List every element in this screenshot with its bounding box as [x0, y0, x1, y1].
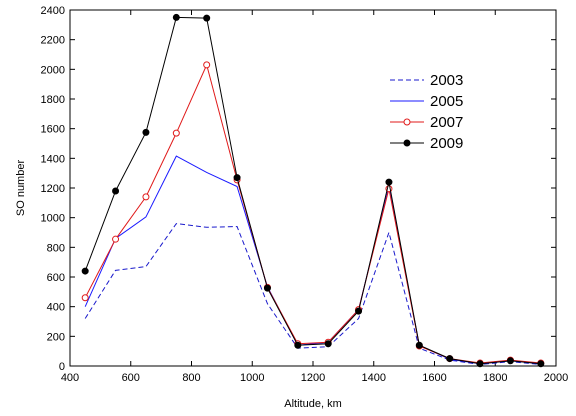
y-tick-label: 1800 — [41, 94, 65, 106]
data-point-2007 — [142, 193, 150, 201]
y-tick-label: 1000 — [41, 213, 65, 225]
x-tick-label: 1800 — [483, 372, 507, 384]
legend-marker-2009 — [403, 139, 411, 147]
series-line-2009 — [84, 16, 541, 365]
legend-marker-2007 — [403, 118, 411, 126]
y-tick-label: 1600 — [41, 124, 65, 136]
y-tick-label: 800 — [47, 242, 65, 254]
series-line-2003 — [84, 223, 541, 366]
legend-label-2005: 2005 — [430, 93, 463, 110]
data-point-2009 — [233, 174, 241, 182]
x-tick-label: 600 — [122, 372, 140, 384]
y-tick-label: 400 — [47, 302, 65, 314]
legend: 2003 2005 2007 2009 — [390, 72, 463, 152]
data-point-2009 — [476, 360, 484, 368]
data-point-2009 — [112, 187, 120, 195]
data-point-2007 — [172, 129, 180, 137]
y-axis-ticks: 0 200 400 600 800 1000 1200 1400 1600 1800 2000 220… — [41, 5, 556, 373]
data-point-2009 — [263, 284, 271, 292]
data-point-2007 — [112, 235, 120, 243]
y-tick-label: 2200 — [41, 35, 65, 47]
legend-label-2007: 2007 — [430, 114, 463, 131]
legend-label-2009: 2009 — [430, 135, 463, 152]
legend-label-2003: 2003 — [430, 72, 463, 89]
y-tick-label: 2000 — [41, 64, 65, 76]
data-point-2009 — [537, 360, 545, 368]
data-point-2007 — [203, 61, 211, 69]
data-point-2009 — [81, 267, 89, 275]
y-tick-label: 2400 — [41, 5, 65, 17]
y-tick-label: 1200 — [41, 183, 65, 195]
x-tick-label: 2000 — [544, 372, 568, 384]
x-tick-label: 800 — [182, 372, 200, 384]
data-point-2009 — [142, 128, 150, 136]
plot-area — [69, 9, 557, 367]
x-tick-label: 1000 — [240, 372, 264, 384]
data-point-2009 — [506, 357, 514, 365]
y-axis-title: SO number — [15, 160, 27, 217]
data-point-2009 — [294, 341, 302, 349]
data-point-2009 — [324, 340, 332, 348]
x-tick-label: 1200 — [301, 372, 325, 384]
x-axis-title: Altitude, km — [284, 398, 341, 410]
data-point-2007 — [81, 294, 89, 302]
data-point-2009 — [355, 307, 363, 315]
data-point-2009 — [385, 178, 393, 186]
data-point-2009 — [415, 341, 423, 349]
data-point-2009 — [172, 13, 180, 21]
x-tick-label: 400 — [61, 372, 79, 384]
y-tick-label: 1400 — [41, 153, 65, 165]
x-tick-label: 1400 — [362, 372, 386, 384]
y-tick-label: 0 — [59, 361, 65, 373]
data-point-2009 — [446, 355, 454, 363]
x-tick-label: 1600 — [422, 372, 446, 384]
y-tick-label: 600 — [47, 272, 65, 284]
x-axis-ticks: 400 600 800 1000 1200 1400 1600 1800 2000 — [61, 10, 568, 384]
data-point-2009 — [203, 14, 211, 22]
y-tick-label: 200 — [47, 331, 65, 343]
series-layer — [81, 13, 545, 368]
